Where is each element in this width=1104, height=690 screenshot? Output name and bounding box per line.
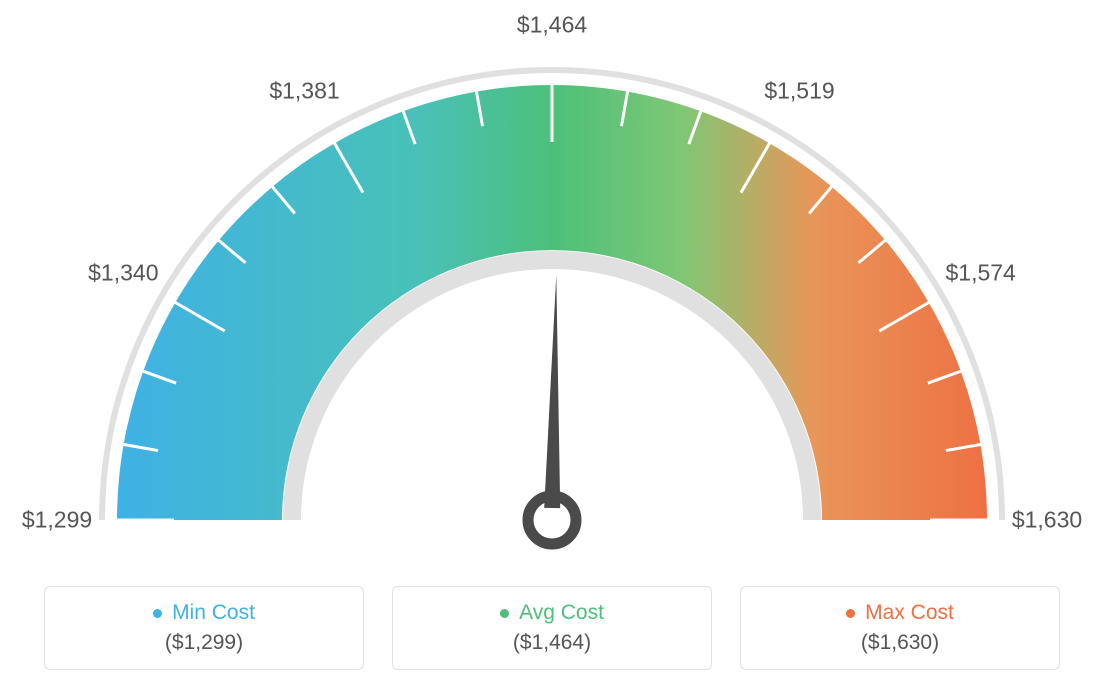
legend-value-min: ($1,299) (165, 631, 243, 655)
legend-card-max: Max Cost ($1,630) (740, 586, 1060, 670)
legend-dot-min (153, 609, 162, 618)
gauge-tick-label: $1,381 (269, 78, 339, 105)
legend-title-avg: Avg Cost (500, 601, 604, 625)
legend-value-max: ($1,630) (861, 631, 939, 655)
legend-row: Min Cost ($1,299) Avg Cost ($1,464) Max … (0, 586, 1104, 670)
legend-title-min: Min Cost (153, 601, 255, 625)
gauge-svg (0, 30, 1104, 570)
legend-label-avg: Avg Cost (519, 601, 604, 625)
legend-title-max: Max Cost (846, 601, 954, 625)
legend-label-min: Min Cost (172, 601, 255, 625)
gauge-tick-label: $1,464 (517, 12, 587, 39)
legend-value-avg: ($1,464) (513, 631, 591, 655)
gauge-tick-label: $1,299 (22, 507, 92, 534)
legend-label-max: Max Cost (865, 601, 954, 625)
gauge-tick-label: $1,630 (1012, 507, 1082, 534)
legend-dot-avg (500, 609, 509, 618)
gauge-chart: $1,299 $1,340 $1,381 $1,464 $1,519 $1,574 $1,6… (0, 0, 1104, 570)
legend-dot-max (846, 609, 855, 618)
legend-card-min: Min Cost ($1,299) (44, 586, 364, 670)
gauge-tick-label: $1,340 (88, 259, 158, 286)
gauge-tick-label: $1,519 (764, 78, 834, 105)
legend-card-avg: Avg Cost ($1,464) (392, 586, 712, 670)
gauge-tick-label: $1,574 (945, 259, 1015, 286)
